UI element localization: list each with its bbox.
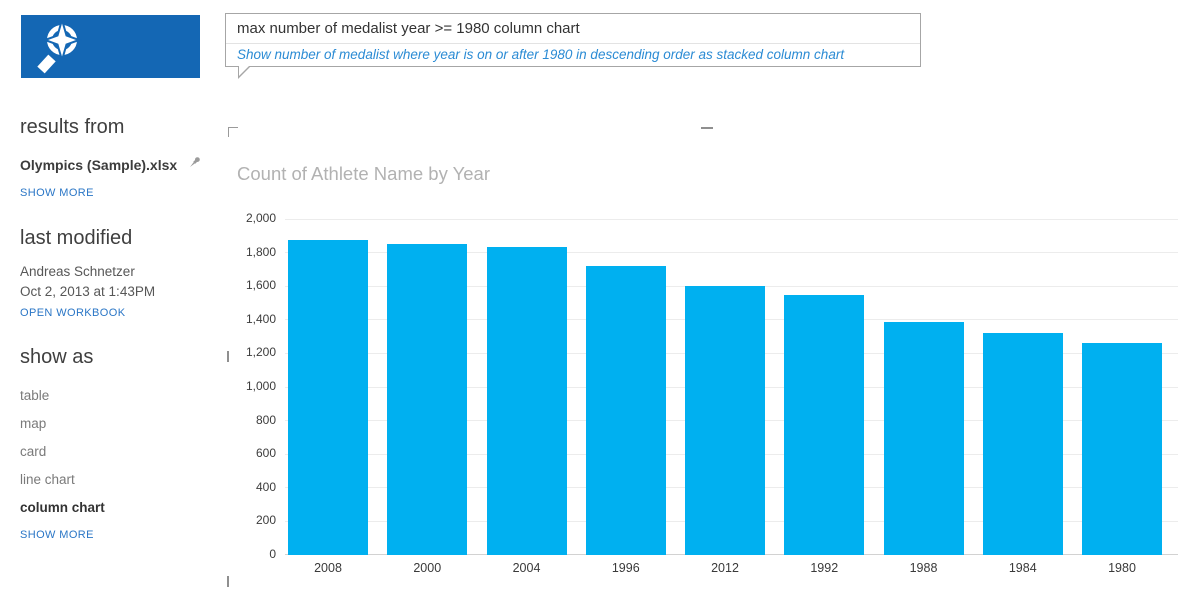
bar-2012[interactable]: [685, 286, 765, 555]
x-tick-label-1996: 1996: [611, 561, 640, 575]
modified-by: Andreas Schnetzer: [20, 264, 135, 279]
y-axis: 0 200 400 600 800 1,000 1,200 1,400 1,600 1,800 2,…: [210, 211, 276, 569]
bar-2000[interactable]: [387, 244, 468, 555]
bar-1996[interactable]: [585, 266, 666, 555]
x-tick-label-2000: 2000: [413, 561, 442, 575]
show-as-heading: show as: [20, 346, 94, 368]
show-more-results-link[interactable]: SHOW MORE: [20, 187, 94, 199]
modified-date: Oct 2, 2013 at 1:43PM: [20, 284, 156, 299]
x-tick-label-2004: 2004: [512, 561, 541, 575]
x-tick-label-1980: 1980: [1108, 561, 1136, 575]
plot-area: [285, 218, 1178, 555]
gridline: [285, 285, 1178, 287]
x-axis: 2008 2000 2004 1996 2012 1992 1988 1984 1980: [285, 561, 1178, 577]
region-left-mark: [227, 351, 229, 362]
bar-1984[interactable]: [982, 333, 1063, 555]
gridline: [285, 218, 1178, 220]
show-as-option-line-chart[interactable]: line chart: [20, 472, 75, 487]
y-tick-label: 600: [255, 446, 276, 461]
bar-1988[interactable]: [883, 322, 964, 555]
show-as-option-table[interactable]: table: [20, 388, 50, 403]
y-tick-label: 1,400: [245, 311, 276, 326]
region-bottom-mark: [227, 576, 229, 587]
y-tick-label: 1,000: [245, 379, 276, 393]
bar-2008[interactable]: [288, 240, 368, 555]
results-from-heading: results from: [20, 116, 125, 138]
region-corner-mark: [228, 127, 238, 137]
show-as-options: table map card line chart column chart: [20, 382, 220, 522]
qna-logo: [21, 15, 200, 78]
x-tick-label-1984: 1984: [1008, 561, 1037, 575]
chart-title: Count of Athlete Name by Year: [237, 163, 491, 184]
y-tick-label: 800: [255, 412, 276, 427]
y-tick-label: 1,600: [245, 278, 276, 293]
x-tick-label-2012: 2012: [711, 561, 739, 575]
open-workbook-link[interactable]: OPEN WORKBOOK: [20, 307, 126, 319]
x-tick-label-1988: 1988: [909, 561, 938, 575]
query-restatement: Show number of medalist where year is on…: [237, 47, 845, 62]
gridline: [285, 252, 1178, 254]
bar-1992[interactable]: [784, 295, 865, 555]
show-more-visuals-link[interactable]: SHOW MORE: [20, 529, 94, 541]
y-tick-label: 200: [255, 513, 276, 528]
y-tick-label: 2,000: [245, 211, 276, 225]
last-modified-heading: last modified: [20, 227, 133, 249]
query-bubble: max number of medalist year >= 1980 colu…: [225, 13, 921, 79]
y-tick-label: 1,200: [245, 345, 276, 360]
x-tick-label-1992: 1992: [810, 561, 839, 575]
y-tick-label: 0: [269, 547, 276, 561]
query-input[interactable]: max number of medalist year >= 1980 colu…: [226, 14, 920, 44]
y-tick-label: 400: [255, 479, 276, 494]
region-top-mark: [701, 127, 713, 129]
x-tick-label-2008: 2008: [314, 561, 342, 575]
y-tick-label: 1,800: [245, 244, 276, 259]
source-file-row[interactable]: Olympics (Sample).xlsx: [20, 155, 220, 174]
bar-1980[interactable]: [1082, 343, 1162, 555]
show-as-option-card[interactable]: card: [20, 444, 47, 459]
show-as-option-map[interactable]: map: [20, 416, 47, 431]
bar-2004[interactable]: [486, 246, 567, 555]
source-file-name[interactable]: Olympics (Sample).xlsx: [20, 156, 178, 173]
show-as-option-column-chart[interactable]: column chart: [20, 500, 105, 515]
pushpin-icon[interactable]: [186, 155, 202, 174]
